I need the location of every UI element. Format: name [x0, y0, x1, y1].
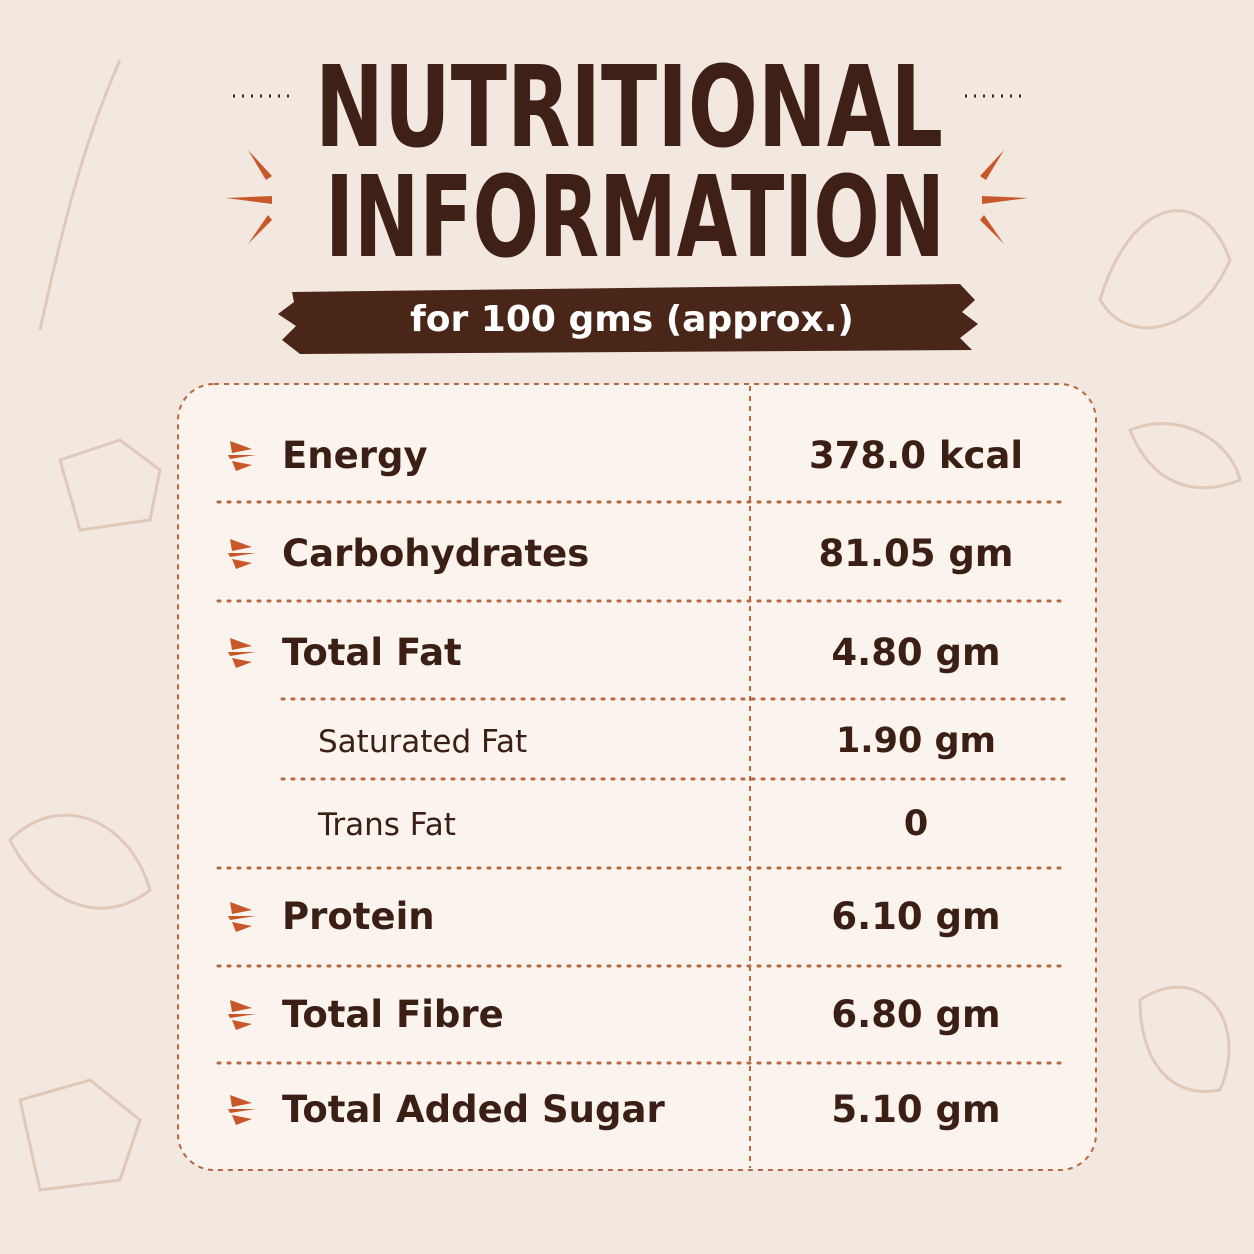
- title-accents: [226, 150, 1028, 244]
- nutrient-label: Energy: [282, 434, 428, 477]
- bullet-icon: [228, 539, 256, 569]
- sub-nutrient-label: Trans Fat: [317, 807, 456, 843]
- bullet-icon: [228, 638, 256, 668]
- nutrient-label: Total Fibre: [282, 993, 504, 1036]
- nutrient-label: Total Fat: [282, 631, 462, 674]
- sub-nutrient-label: Saturated Fat: [318, 724, 527, 760]
- nutrient-label: Carbohydrates: [282, 532, 589, 575]
- nutrient-value: 6.10 gm: [831, 895, 1000, 938]
- nutrient-value: 4.80 gm: [831, 631, 1000, 674]
- nutrient-value: 6.80 gm: [831, 993, 1000, 1036]
- nutrient-value: 81.05 gm: [819, 532, 1014, 575]
- title: NUTRITIONAL: [315, 43, 943, 173]
- subtitle: for 100 gms (approx.): [410, 299, 854, 340]
- nutrient-label: Protein: [282, 895, 435, 938]
- title: INFORMATION: [325, 153, 945, 283]
- decorations: [8, 59, 1242, 1192]
- table-rows: Energy 378.0 kcal Carbohydrates 81.05 gm Tot…: [216, 434, 1066, 1131]
- sub-nutrient-value: 0: [904, 804, 928, 844]
- nutrient-value: 5.10 gm: [831, 1088, 1000, 1131]
- bullet-icon: [228, 441, 256, 471]
- sub-nutrient-value: 1.90 gm: [836, 721, 996, 761]
- nutrient-label: Total Added Sugar: [282, 1088, 665, 1131]
- subtitle-band: [278, 284, 978, 354]
- table-box: [177, 383, 1097, 1171]
- bullet-icon: [228, 902, 256, 932]
- bullet-icon: [228, 1095, 256, 1125]
- bullet-icon: [228, 1000, 256, 1030]
- nutrient-value: 378.0 kcal: [809, 434, 1023, 477]
